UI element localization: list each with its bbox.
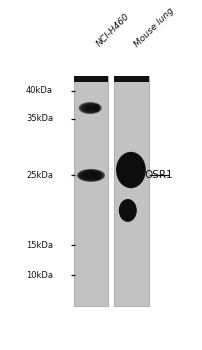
Ellipse shape [119, 199, 137, 222]
Ellipse shape [119, 199, 136, 221]
Ellipse shape [118, 154, 144, 187]
Ellipse shape [81, 104, 99, 113]
Text: 35kDa: 35kDa [26, 114, 53, 123]
Ellipse shape [124, 205, 132, 216]
Ellipse shape [122, 159, 140, 181]
Ellipse shape [95, 106, 98, 111]
Ellipse shape [78, 169, 104, 182]
Ellipse shape [123, 204, 133, 217]
Ellipse shape [78, 170, 104, 181]
Ellipse shape [127, 166, 135, 175]
Ellipse shape [85, 173, 97, 178]
Ellipse shape [121, 201, 135, 219]
Ellipse shape [85, 105, 96, 111]
Ellipse shape [119, 155, 143, 184]
Ellipse shape [81, 171, 101, 180]
Ellipse shape [82, 171, 100, 180]
Ellipse shape [123, 160, 139, 180]
Ellipse shape [95, 174, 98, 177]
Ellipse shape [95, 173, 98, 178]
Ellipse shape [121, 202, 135, 219]
Ellipse shape [84, 105, 97, 111]
Ellipse shape [120, 201, 136, 220]
Ellipse shape [94, 104, 99, 112]
Ellipse shape [124, 162, 138, 178]
Ellipse shape [83, 104, 97, 112]
Bar [115, 76, 149, 306]
Ellipse shape [95, 174, 98, 177]
Ellipse shape [126, 164, 136, 176]
Ellipse shape [94, 172, 99, 179]
Ellipse shape [126, 164, 135, 175]
Ellipse shape [79, 170, 103, 181]
Ellipse shape [94, 172, 99, 178]
Ellipse shape [85, 173, 97, 178]
Bar [115, 76, 149, 83]
Ellipse shape [77, 169, 105, 182]
Ellipse shape [94, 105, 99, 111]
Ellipse shape [95, 106, 98, 110]
Ellipse shape [95, 173, 99, 178]
Ellipse shape [120, 156, 142, 184]
Ellipse shape [116, 152, 146, 188]
Ellipse shape [120, 200, 136, 221]
Ellipse shape [95, 173, 98, 177]
Ellipse shape [82, 104, 98, 112]
Ellipse shape [80, 170, 102, 181]
Ellipse shape [95, 106, 98, 110]
Ellipse shape [80, 103, 100, 113]
Ellipse shape [93, 104, 100, 112]
Ellipse shape [80, 170, 102, 180]
Ellipse shape [95, 106, 98, 110]
Ellipse shape [121, 158, 141, 182]
Ellipse shape [85, 106, 95, 111]
Ellipse shape [80, 103, 101, 113]
Ellipse shape [122, 203, 134, 218]
Text: 40kDa: 40kDa [26, 86, 53, 95]
Ellipse shape [124, 206, 131, 215]
Ellipse shape [93, 172, 100, 180]
Ellipse shape [94, 105, 99, 111]
Ellipse shape [122, 204, 133, 217]
Ellipse shape [84, 105, 96, 111]
Ellipse shape [81, 103, 100, 113]
Ellipse shape [95, 105, 99, 111]
Ellipse shape [95, 106, 98, 110]
Ellipse shape [83, 172, 99, 179]
Text: 10kDa: 10kDa [26, 271, 53, 280]
Bar [74, 76, 108, 83]
Ellipse shape [94, 104, 99, 112]
Ellipse shape [94, 172, 99, 178]
Ellipse shape [125, 206, 131, 215]
Ellipse shape [94, 172, 99, 179]
Ellipse shape [94, 105, 99, 111]
Ellipse shape [84, 172, 98, 178]
Ellipse shape [83, 104, 98, 112]
Ellipse shape [123, 161, 138, 179]
Ellipse shape [125, 207, 130, 214]
Ellipse shape [83, 172, 99, 179]
Ellipse shape [125, 163, 137, 177]
Ellipse shape [95, 173, 98, 178]
Bar [74, 76, 108, 306]
Ellipse shape [121, 157, 141, 183]
Ellipse shape [78, 102, 102, 114]
Text: NCI-H460: NCI-H460 [95, 12, 132, 49]
Ellipse shape [79, 102, 101, 114]
Ellipse shape [123, 205, 132, 216]
Ellipse shape [125, 208, 130, 213]
Ellipse shape [121, 202, 134, 218]
Ellipse shape [94, 173, 99, 178]
Ellipse shape [95, 174, 98, 177]
Text: OSR1: OSR1 [145, 170, 173, 180]
Ellipse shape [94, 172, 99, 179]
Ellipse shape [118, 155, 144, 186]
Text: Mouse lung: Mouse lung [133, 6, 176, 49]
Text: 25kDa: 25kDa [26, 171, 53, 180]
Text: 15kDa: 15kDa [26, 241, 53, 250]
Ellipse shape [117, 153, 145, 187]
Ellipse shape [94, 105, 99, 111]
Ellipse shape [86, 173, 96, 178]
